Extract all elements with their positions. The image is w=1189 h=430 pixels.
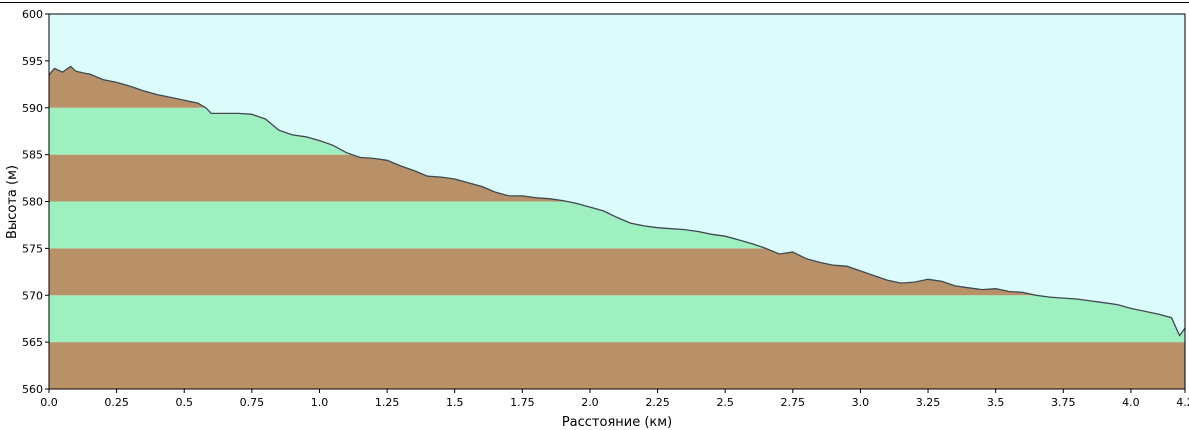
x-tick-label: 4.0: [1122, 396, 1140, 409]
x-tick-label: 1.5: [446, 396, 464, 409]
x-tick-label: 4.2: [1176, 396, 1189, 409]
elevation-band: [49, 342, 1185, 389]
x-tick-label: 1.0: [311, 396, 329, 409]
x-tick-label: 1.75: [510, 396, 535, 409]
x-tick-label: 3.75: [1051, 396, 1076, 409]
x-tick-label: 0.75: [240, 396, 265, 409]
x-tick-label: 0.25: [104, 396, 129, 409]
x-tick-label: 2.75: [781, 396, 806, 409]
x-tick-label: 2.5: [716, 396, 734, 409]
x-tick-label: 3.25: [916, 396, 941, 409]
y-tick-label: 570: [22, 289, 43, 302]
x-tick-label: 0.0: [40, 396, 58, 409]
y-tick-label: 560: [22, 383, 43, 396]
y-tick-label: 595: [22, 55, 43, 68]
x-axis-title: Расстояние (км): [562, 415, 672, 430]
x-tick-label: 1.25: [375, 396, 400, 409]
x-tick-label: 0.5: [175, 396, 193, 409]
x-tick-label: 2.25: [645, 396, 670, 409]
x-tick-label: 3.5: [987, 396, 1005, 409]
y-tick-label: 600: [22, 8, 43, 21]
elevation-band: [49, 295, 1185, 343]
y-axis-title: Высота (м): [5, 165, 20, 239]
y-tick-label: 580: [22, 196, 43, 209]
x-axis: 0.0 0.25 0.5 0.75 1.0 1.25 1.5 1.75 2.0 2.25 2.5 2.…: [40, 389, 1189, 409]
y-tick-label: 565: [22, 336, 43, 349]
x-tick-label: 2.0: [581, 396, 599, 409]
y-tick-label: 590: [22, 102, 43, 115]
elevation-profile-line: [48, 65, 1186, 337]
sky-area: [49, 14, 1185, 336]
y-axis: 560 565 570 575 580 585 590 595 600: [22, 8, 49, 396]
x-tick-label: 3.0: [852, 396, 870, 409]
y-tick-label: 575: [22, 242, 43, 255]
y-tick-label: 585: [22, 149, 43, 162]
